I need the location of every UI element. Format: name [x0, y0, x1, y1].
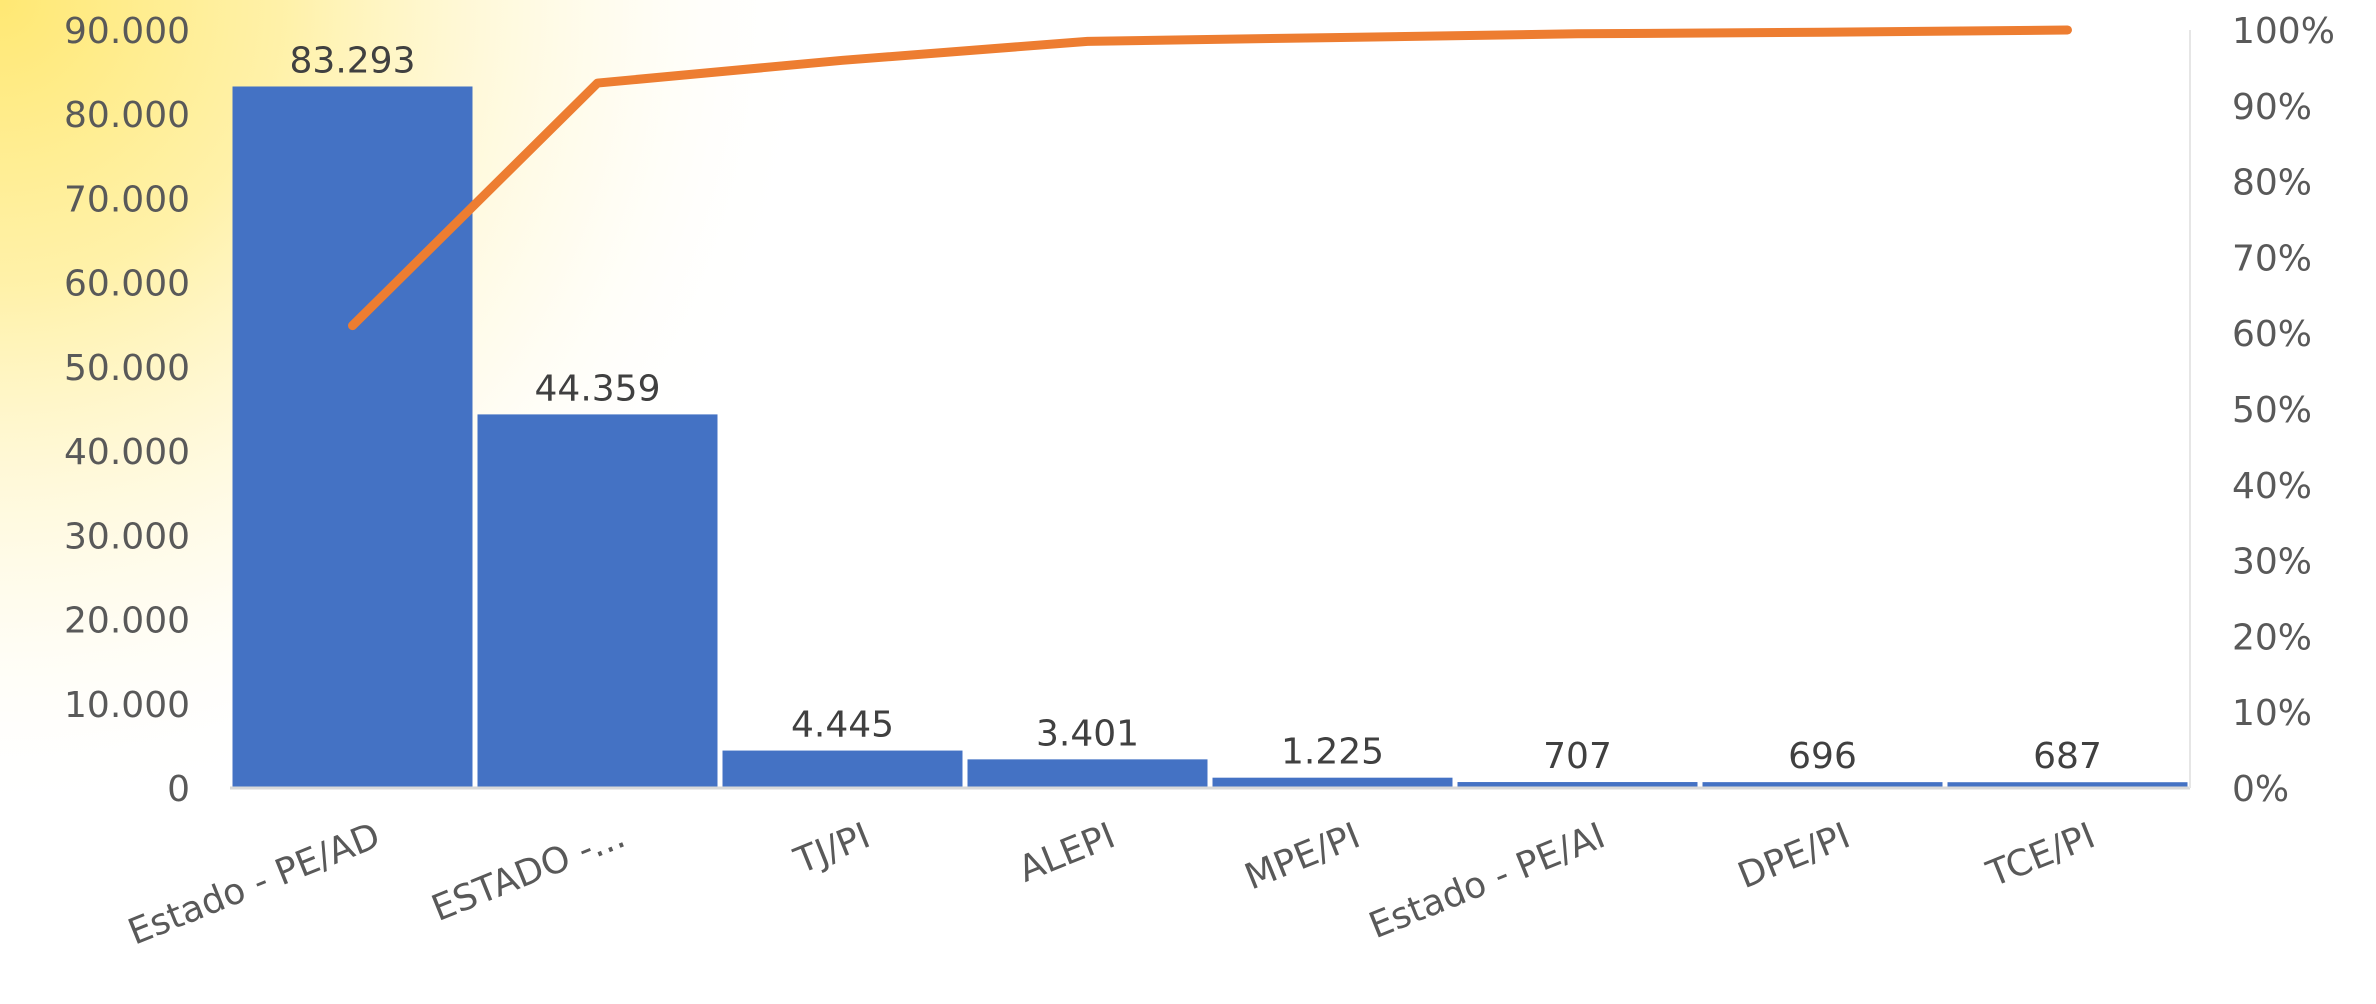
right-tick-5: 50% [2232, 390, 2312, 431]
cumulative-line [348, 25, 2072, 331]
data-label-0: 83.293 [290, 40, 416, 81]
bar-6 [1702, 782, 1943, 788]
data-label-6: 696 [1788, 736, 1857, 777]
bar-7 [1947, 782, 2188, 788]
right-tick-4: 40% [2232, 466, 2312, 507]
left-y-axis: 0 10.000 20.000 30.000 40.000 50.000 60.000 70.… [64, 11, 190, 810]
data-label-5: 707 [1543, 736, 1612, 777]
data-label-1: 44.359 [535, 368, 661, 409]
data-label-3: 3.401 [1036, 713, 1139, 754]
right-tick-10: 100% [2232, 11, 2335, 52]
right-tick-8: 80% [2232, 163, 2312, 204]
line-layer [348, 25, 2072, 331]
left-tick-1: 10.000 [64, 685, 190, 726]
right-tick-3: 30% [2232, 542, 2312, 583]
right-tick-9: 90% [2232, 87, 2312, 128]
bar-3 [967, 759, 1208, 788]
right-tick-0: 0% [2232, 769, 2289, 810]
left-tick-4: 40.000 [64, 432, 190, 473]
bar-5 [1457, 782, 1698, 788]
right-y-axis: 0% 10% 20% 30% 40% 50% 60% 70% 80% 90% 100% [2232, 11, 2335, 810]
left-tick-0: 0 [167, 769, 190, 810]
bar-0 [232, 86, 473, 788]
right-tick-1: 10% [2232, 693, 2312, 734]
left-tick-7: 70.000 [64, 179, 190, 220]
bar-2 [722, 750, 963, 788]
data-label-7: 687 [2033, 736, 2102, 777]
left-tick-3: 30.000 [64, 516, 190, 557]
bar-1 [477, 414, 718, 788]
right-tick-2: 20% [2232, 617, 2312, 658]
left-tick-5: 50.000 [64, 348, 190, 389]
data-label-4: 1.225 [1281, 732, 1384, 773]
left-tick-9: 90.000 [64, 11, 190, 52]
data-label-2: 4.445 [791, 705, 894, 746]
right-tick-7: 70% [2232, 238, 2312, 279]
labels-layer: 83.293 44.359 4.445 3.401 1.225 707 696 687 [290, 40, 2102, 777]
right-tick-6: 60% [2232, 314, 2312, 355]
left-tick-2: 20.000 [64, 601, 190, 642]
bar-4 [1212, 777, 1453, 788]
left-tick-6: 60.000 [64, 264, 190, 305]
bars-layer [232, 86, 2188, 788]
left-tick-8: 80.000 [64, 95, 190, 136]
